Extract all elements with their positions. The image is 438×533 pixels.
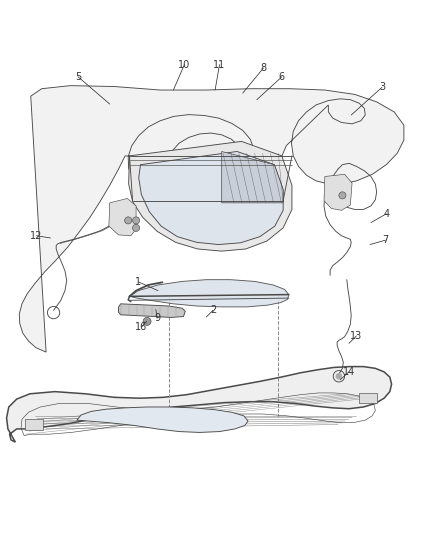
Text: 6: 6 bbox=[278, 72, 284, 82]
Polygon shape bbox=[118, 304, 185, 318]
Polygon shape bbox=[129, 280, 288, 307]
Text: 3: 3 bbox=[378, 83, 384, 92]
Text: 13: 13 bbox=[350, 331, 362, 341]
Text: 9: 9 bbox=[154, 313, 160, 324]
Circle shape bbox=[124, 217, 131, 224]
Text: 14: 14 bbox=[342, 367, 354, 377]
Text: 11: 11 bbox=[213, 60, 225, 70]
Bar bbox=[25, 419, 43, 430]
Circle shape bbox=[338, 192, 345, 199]
Polygon shape bbox=[128, 141, 291, 251]
Polygon shape bbox=[221, 151, 283, 203]
Circle shape bbox=[132, 217, 139, 224]
Polygon shape bbox=[138, 151, 283, 245]
Polygon shape bbox=[323, 174, 351, 211]
Circle shape bbox=[143, 318, 151, 325]
Polygon shape bbox=[7, 367, 391, 442]
Bar bbox=[358, 393, 376, 403]
Text: 7: 7 bbox=[381, 235, 388, 245]
Text: 10: 10 bbox=[178, 60, 190, 70]
Text: 5: 5 bbox=[75, 72, 81, 82]
Text: 2: 2 bbox=[209, 305, 215, 316]
Text: 12: 12 bbox=[30, 231, 42, 241]
Polygon shape bbox=[19, 86, 403, 352]
Text: 8: 8 bbox=[260, 63, 266, 73]
Circle shape bbox=[335, 373, 341, 379]
Text: 16: 16 bbox=[135, 322, 147, 332]
Text: 4: 4 bbox=[382, 209, 389, 219]
Polygon shape bbox=[109, 198, 136, 236]
Text: 1: 1 bbox=[135, 277, 141, 287]
Polygon shape bbox=[77, 407, 247, 432]
Circle shape bbox=[132, 224, 139, 231]
